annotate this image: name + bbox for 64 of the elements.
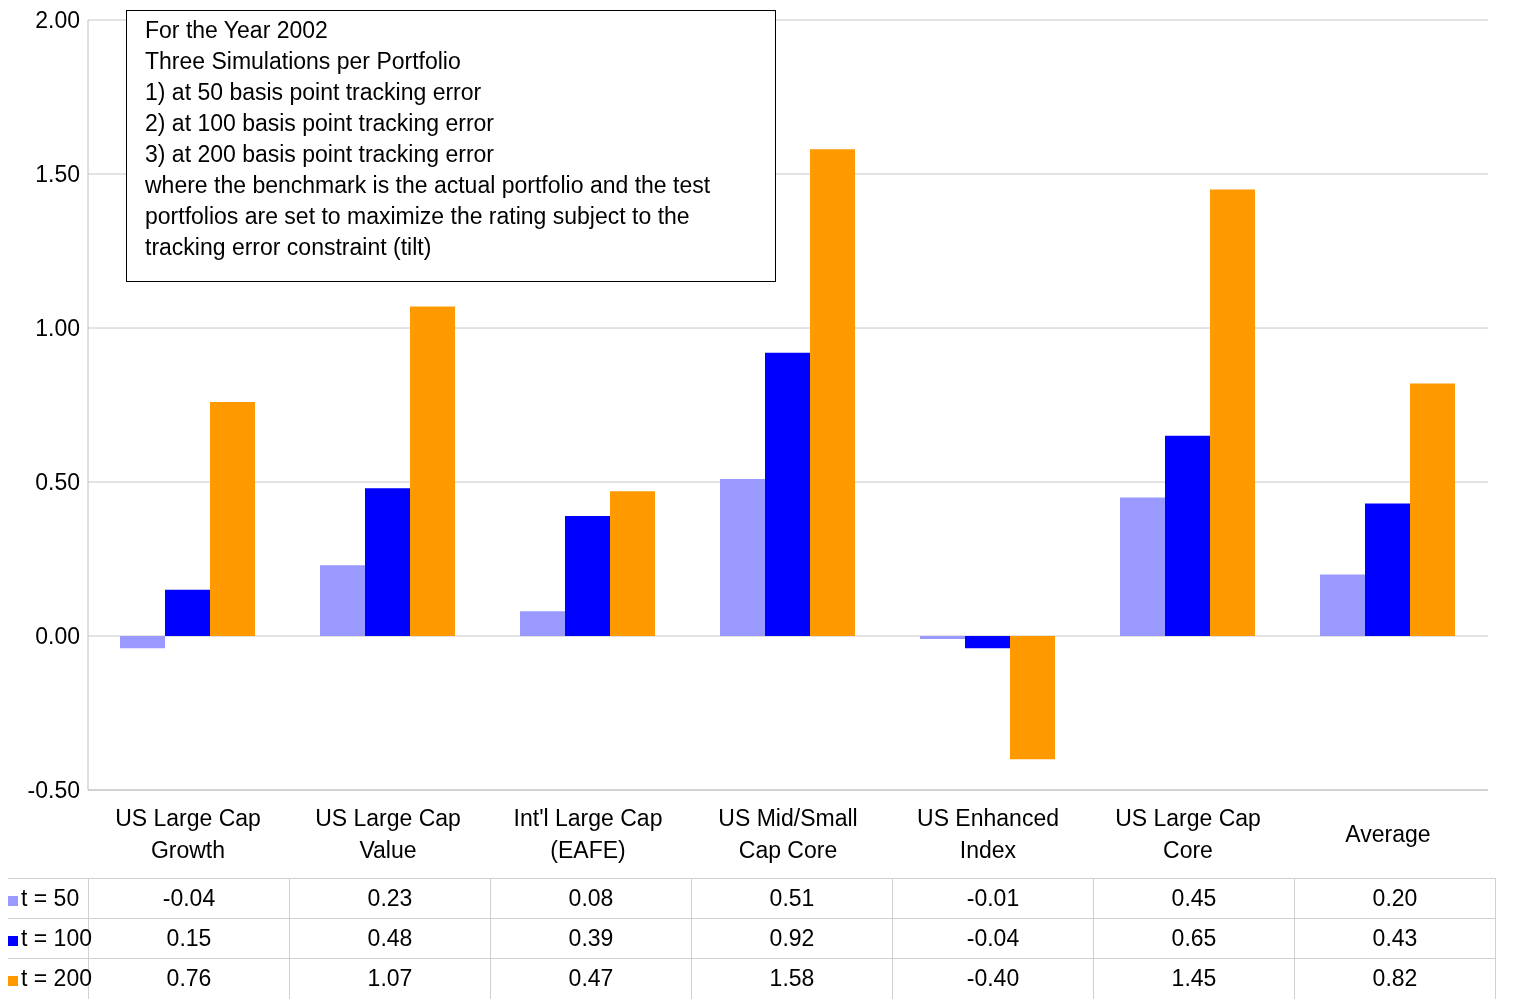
legend-label: t = 100 bbox=[8, 918, 92, 959]
bar bbox=[565, 515, 610, 636]
y-tick-label: -0.50 bbox=[27, 777, 80, 804]
bar bbox=[1210, 189, 1255, 636]
bar bbox=[210, 401, 255, 636]
data-label: 0.15 bbox=[166, 925, 212, 951]
data-label: -0.40 bbox=[892, 958, 1094, 999]
x-tick-label: US Enhanced Index bbox=[917, 805, 1059, 863]
data-label: 1.58 bbox=[691, 958, 893, 999]
legend-label: t = 50 bbox=[8, 878, 89, 919]
y-tick-label: 0.00 bbox=[35, 623, 80, 650]
data-label: 0.43 bbox=[1294, 918, 1496, 959]
bar bbox=[1120, 497, 1165, 636]
annotation: where the benchmark is the actual portfolio and the test portfolios are set to maximize the rating subject to the tracking error constraint (tilt) bbox=[145, 171, 712, 262]
data-label: -0.04 bbox=[892, 918, 1094, 959]
bar bbox=[365, 488, 410, 636]
data-label: 0.39 bbox=[490, 918, 692, 959]
data-label: 0.51 bbox=[691, 878, 893, 919]
data-label: 0.65 bbox=[1093, 918, 1295, 959]
data-label: 0.76 bbox=[166, 965, 212, 992]
data-label: -0.01 bbox=[892, 878, 1094, 919]
data-label: 0.20 bbox=[1294, 878, 1496, 919]
data-label: 0.45 bbox=[1093, 878, 1295, 919]
bar bbox=[965, 636, 1010, 649]
data-label: 0.48 bbox=[289, 918, 491, 959]
bar bbox=[920, 636, 965, 640]
annotation: 2) at 100 basis point tracking error bbox=[145, 109, 495, 138]
bar bbox=[320, 565, 365, 636]
x-tick-label: US Mid/Small Cap Core bbox=[718, 805, 858, 863]
x-tick-label: US Large Cap Growth bbox=[115, 805, 261, 863]
bar bbox=[165, 589, 210, 636]
data-label: 0.82 bbox=[1294, 958, 1496, 999]
bar bbox=[520, 611, 565, 636]
bar bbox=[1320, 574, 1365, 636]
annotation: 1) at 50 basis point tracking error bbox=[145, 78, 483, 107]
bar bbox=[765, 352, 810, 636]
bar bbox=[1010, 636, 1055, 760]
data-label: 0.92 bbox=[691, 918, 893, 959]
x-tick-label: Int'l Large Cap (EAFE) bbox=[513, 805, 663, 863]
data-label: 0.47 bbox=[490, 958, 692, 999]
bar bbox=[1365, 503, 1410, 636]
data-label: 1.07 bbox=[289, 958, 491, 999]
bar bbox=[810, 149, 855, 636]
x-tick-label: US Large Cap Value bbox=[315, 805, 461, 863]
x-tick-label: US Large Cap Core bbox=[1115, 805, 1261, 863]
y-tick-label: 1.50 bbox=[35, 161, 80, 188]
data-label: 0.08 bbox=[490, 878, 692, 919]
annotation: 3) at 200 basis point tracking error bbox=[145, 140, 495, 169]
legend-label: t = 200 bbox=[8, 958, 92, 999]
bar bbox=[1165, 435, 1210, 636]
annotation: For the Year 2002 bbox=[145, 16, 329, 45]
data-label: 0.23 bbox=[289, 878, 491, 919]
data-label: -0.04 bbox=[88, 878, 290, 919]
bar bbox=[1410, 383, 1455, 636]
x-tick-label: Average bbox=[1345, 821, 1431, 847]
y-tick-label: 0.50 bbox=[35, 469, 80, 496]
data-label: 1.45 bbox=[1093, 958, 1295, 999]
annotation: Three Simulations per Portfolio bbox=[145, 47, 462, 76]
bar bbox=[410, 306, 455, 636]
y-tick-label: 2.00 bbox=[35, 7, 80, 34]
bar bbox=[120, 636, 165, 649]
bar bbox=[610, 491, 655, 636]
y-tick-label: 1.00 bbox=[35, 315, 80, 342]
bar bbox=[720, 478, 765, 636]
